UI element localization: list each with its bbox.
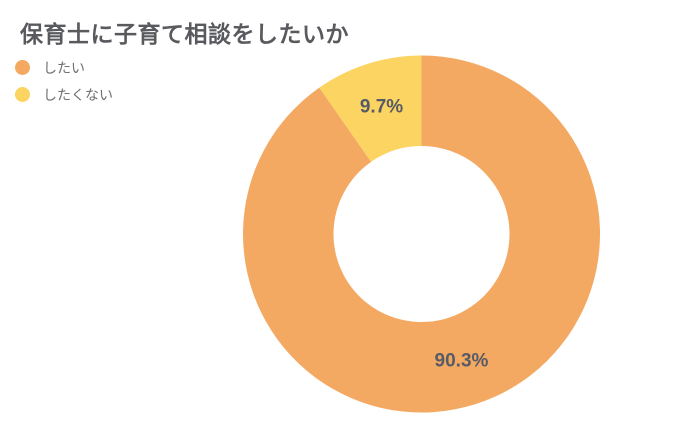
legend-label-shitakunai: したくない bbox=[43, 86, 113, 103]
legend: したい したくない bbox=[15, 57, 113, 111]
legend-item-shitakunai: したくない bbox=[15, 84, 113, 105]
legend-item-shitai: したい bbox=[15, 57, 113, 78]
chart-title: 保育士に子育て相談をしたいか bbox=[20, 21, 349, 47]
slice-label-0: 90.3% bbox=[435, 351, 489, 372]
donut-slice-0 bbox=[242, 55, 601, 413]
legend-label-shitai: したい bbox=[43, 59, 85, 76]
legend-swatch-shitakunai-icon bbox=[15, 87, 30, 102]
slice-label-1: 9.7% bbox=[360, 96, 403, 117]
legend-swatch-shitai-icon bbox=[15, 60, 30, 75]
donut-slice-1 bbox=[319, 55, 422, 162]
